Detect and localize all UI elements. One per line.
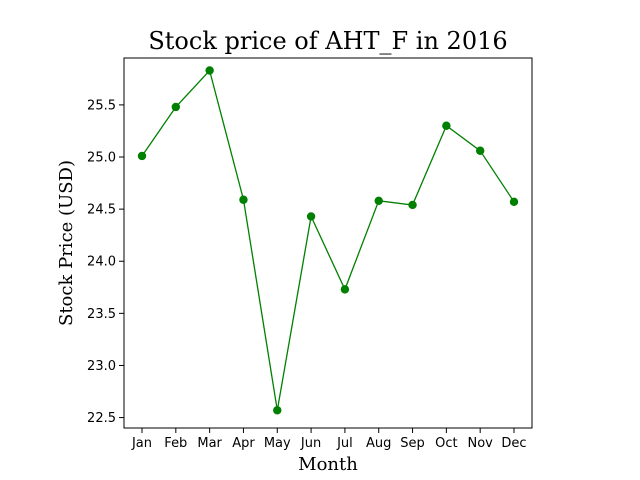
x-tick-label: Nov	[467, 436, 493, 451]
y-axis-label: Stock Price (USD)	[56, 160, 77, 326]
chart-title: Stock price of AHT_F in 2016	[148, 27, 507, 55]
x-axis-label: Month	[298, 454, 358, 475]
y-tick-label: 24.5	[87, 203, 116, 218]
x-tick-label: Jul	[336, 436, 353, 451]
x-tick-label: Feb	[164, 436, 187, 451]
x-axis: Jan Feb Mar Apr May Jun Jul Aug Sep Oct Nov Dec	[131, 428, 527, 451]
data-point-may	[273, 406, 282, 415]
plot-area	[123, 57, 533, 429]
y-tick-label: 22.5	[87, 411, 116, 426]
x-tick-label: Oct	[435, 436, 457, 451]
y-tick-label: 25.5	[87, 98, 116, 113]
data-point-jun	[306, 212, 316, 221]
data-point-aug	[374, 196, 383, 205]
data-point-oct	[442, 121, 451, 130]
data-point-sep	[408, 200, 417, 210]
y-tick-label: 24.0	[87, 255, 116, 270]
x-tick-label: Jan	[131, 436, 152, 451]
series-line	[141, 69, 515, 411]
x-tick-label: Mar	[197, 436, 222, 451]
data-point-apr	[239, 195, 248, 204]
data-point-feb	[171, 102, 181, 112]
x-tick-label: Apr	[232, 436, 255, 451]
y-tick-label: 23.5	[87, 307, 116, 322]
series-layer	[137, 66, 519, 415]
data-point-dec	[509, 197, 519, 207]
x-tick-label: May	[264, 436, 291, 451]
y-tick-label: 25.0	[87, 151, 116, 166]
y-axis: 22.5 23.0 23.5 24.0 24.5 25.0 25.5	[87, 98, 124, 426]
x-tick-label: Aug	[366, 436, 391, 451]
data-point-mar	[205, 66, 214, 75]
x-tick-label: Sep	[400, 436, 425, 451]
data-point-jan	[137, 151, 147, 161]
x-tick-label: Jun	[300, 436, 321, 451]
y-tick-label: 23.0	[87, 359, 116, 374]
x-tick-label: Dec	[501, 436, 526, 451]
data-point-nov	[475, 146, 485, 155]
data-point-jul	[340, 285, 350, 294]
